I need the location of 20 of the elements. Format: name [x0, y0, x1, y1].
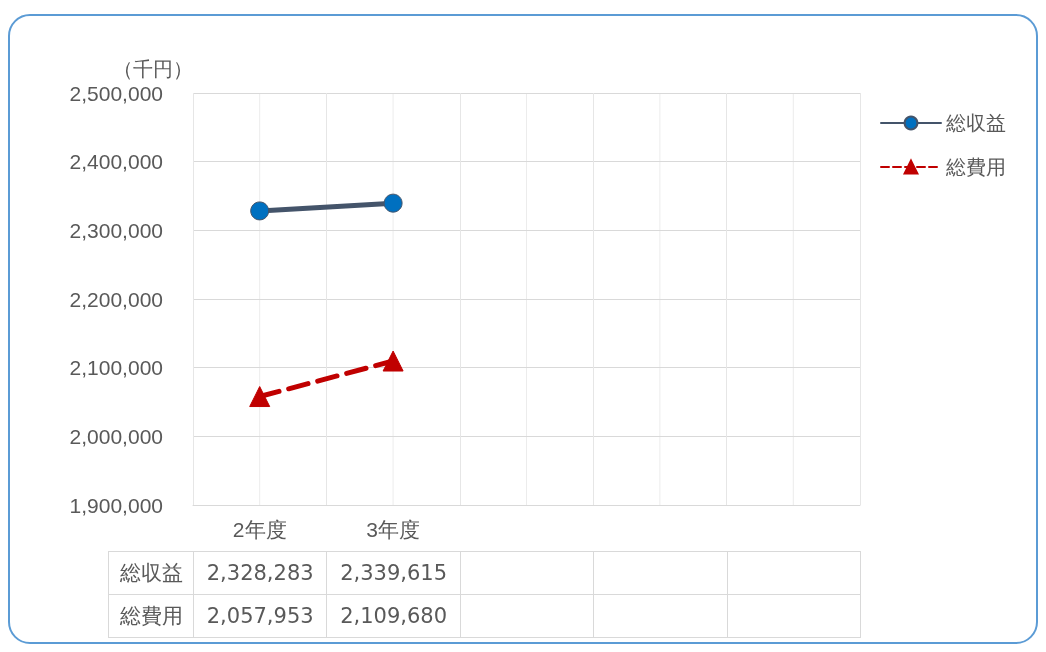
- data-label: 2,057,953: [193, 594, 327, 638]
- y-tick-label: 2,400,000: [69, 150, 163, 174]
- y-tick-label: 2,000,000: [69, 424, 163, 448]
- y-tick-label: 2,200,000: [69, 287, 163, 311]
- point: [250, 201, 270, 221]
- data-label: 2,328,283: [193, 551, 327, 595]
- y-tick-label: 2,100,000: [69, 356, 163, 380]
- legend-label: 総費用: [945, 156, 1006, 178]
- text: 総収益: [119, 561, 183, 585]
- text: 総費用: [119, 604, 183, 628]
- y-tick-label: 2,500,000: [69, 81, 163, 105]
- point: [383, 193, 403, 213]
- y-axis-title: （千円）: [113, 58, 193, 80]
- legend-label: 総収益: [945, 112, 1006, 134]
- y-tick-label: 2,300,000: [69, 218, 163, 242]
- y-tick-label: 1,900,000: [69, 493, 163, 517]
- data-label: 2,339,615: [326, 551, 461, 595]
- x-tick-label: 2年度: [232, 518, 287, 541]
- data-label: 2,109,680: [326, 594, 461, 638]
- x-tick-label: 3年度: [366, 518, 420, 541]
